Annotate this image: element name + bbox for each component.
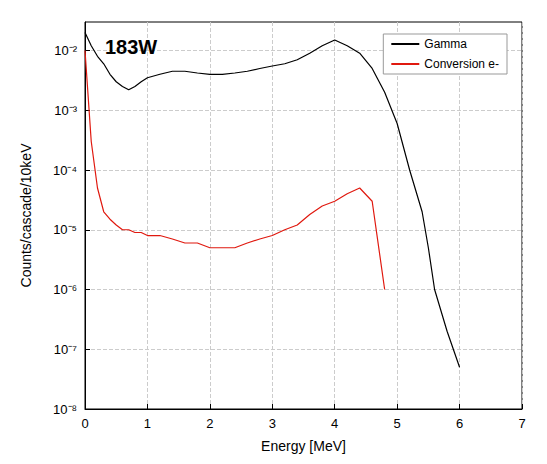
- svg-text:2: 2: [206, 416, 213, 431]
- svg-text:Energy [MeV]: Energy [MeV]: [261, 438, 346, 454]
- svg-text:10⁻⁷: 10⁻⁷: [54, 342, 77, 357]
- svg-text:Conversion e-: Conversion e-: [424, 57, 499, 71]
- svg-text:Counts/cascade/10keV: Counts/cascade/10keV: [18, 143, 34, 288]
- svg-text:10⁻⁵: 10⁻⁵: [53, 222, 77, 237]
- svg-text:0: 0: [81, 416, 88, 431]
- svg-text:183W: 183W: [105, 36, 157, 58]
- svg-text:5: 5: [394, 416, 401, 431]
- svg-text:4: 4: [331, 416, 338, 431]
- svg-text:10⁻⁴: 10⁻⁴: [53, 163, 77, 178]
- svg-text:10⁻³: 10⁻³: [54, 103, 77, 118]
- svg-text:10⁻⁶: 10⁻⁶: [53, 282, 77, 297]
- svg-text:10⁻²: 10⁻²: [54, 43, 77, 58]
- svg-text:Gamma: Gamma: [424, 37, 467, 51]
- svg-text:7: 7: [518, 416, 525, 431]
- svg-text:6: 6: [456, 416, 463, 431]
- svg-text:3: 3: [269, 416, 276, 431]
- svg-text:10⁻⁸: 10⁻⁸: [53, 402, 77, 417]
- svg-text:1: 1: [144, 416, 151, 431]
